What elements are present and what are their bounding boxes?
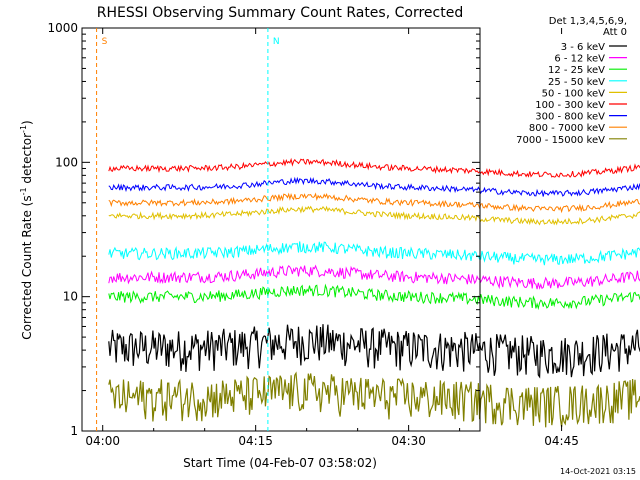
legend-label-2: 12 - 25 keV bbox=[548, 65, 605, 76]
y-tick-label-2: 100 bbox=[55, 155, 78, 169]
legend-label-8: 7000 - 15000 keV bbox=[516, 135, 605, 146]
series-line-6 bbox=[108, 176, 640, 197]
timestamp: 14-Oct-2021 03:15 bbox=[560, 467, 636, 476]
x-tick-label-1: 04:15 bbox=[238, 434, 273, 448]
series-line-7 bbox=[108, 192, 640, 214]
y-tick-label-3: 1000 bbox=[47, 21, 78, 35]
y-axis-label-mid: detector bbox=[20, 133, 34, 188]
x-tick-label-3: 04:45 bbox=[544, 434, 579, 448]
series-line-2 bbox=[108, 283, 640, 311]
marker-label-0: S bbox=[102, 37, 108, 47]
series-line-3 bbox=[108, 241, 640, 266]
series-line-4 bbox=[108, 205, 640, 226]
y-axis-label-sup2: -1 bbox=[19, 125, 28, 133]
chart-axes: SN04:0004:1504:3004:4505:0005:1505:30110… bbox=[47, 21, 579, 448]
legend-label-1: 6 - 12 keV bbox=[554, 54, 605, 65]
legend-label-0: 3 - 6 keV bbox=[561, 42, 605, 53]
chart-title: RHESSI Observing Summary Count Rates, Co… bbox=[97, 5, 463, 21]
legend-label-6: 300 - 800 keV bbox=[535, 112, 605, 123]
legend-label-3: 25 - 50 keV bbox=[548, 77, 605, 88]
legend-header-1: Att 0 bbox=[603, 27, 627, 38]
series-line-5 bbox=[108, 157, 640, 178]
legend-label-7: 800 - 7000 keV bbox=[529, 123, 605, 134]
legend-label-4: 50 - 100 keV bbox=[542, 88, 606, 99]
x-axis-label: Start Time (04-Feb-07 03:58:02) bbox=[183, 456, 377, 470]
y-tick-label-1: 10 bbox=[63, 290, 78, 304]
series-line-0 bbox=[108, 324, 640, 379]
y-axis-label-main: Corrected Count Rate (s bbox=[20, 195, 34, 339]
y-axis-label: Corrected Count Rate (s-1 detector-1) bbox=[19, 120, 34, 339]
legend-label-5: 100 - 300 keV bbox=[535, 100, 605, 111]
marker-label-1: N bbox=[273, 37, 280, 47]
legend-header-0: Det 1,3,4,5,6,9, bbox=[549, 16, 627, 27]
y-axis-label-end: ) bbox=[20, 120, 34, 125]
y-tick-label-0: 1 bbox=[70, 424, 78, 438]
series-line-1 bbox=[108, 264, 640, 290]
x-tick-label-0: 04:00 bbox=[85, 434, 120, 448]
x-tick-label-2: 04:30 bbox=[391, 434, 426, 448]
y-axis-label-sup1: -1 bbox=[19, 187, 28, 195]
plot-frame bbox=[81, 27, 481, 432]
